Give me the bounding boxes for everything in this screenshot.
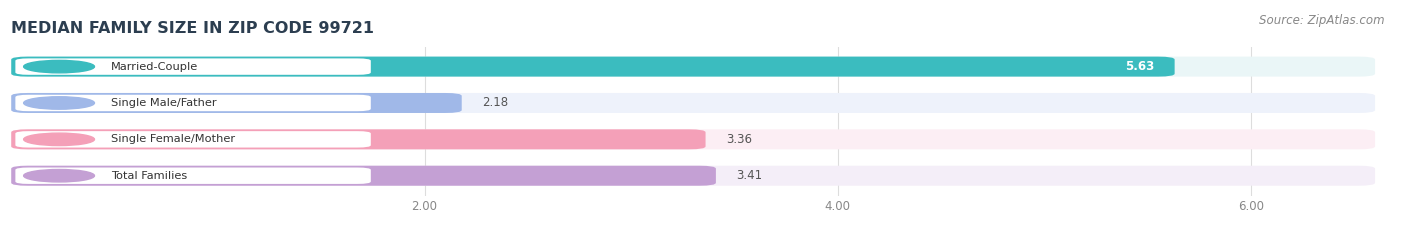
Circle shape (24, 60, 94, 73)
FancyBboxPatch shape (15, 58, 371, 75)
Circle shape (24, 133, 94, 146)
FancyBboxPatch shape (11, 57, 1174, 77)
FancyBboxPatch shape (15, 131, 371, 147)
Text: Single Male/Father: Single Male/Father (111, 98, 217, 108)
Text: Source: ZipAtlas.com: Source: ZipAtlas.com (1260, 14, 1385, 27)
Text: Total Families: Total Families (111, 171, 187, 181)
Text: 2.18: 2.18 (482, 96, 509, 110)
Text: 3.36: 3.36 (727, 133, 752, 146)
Text: 3.41: 3.41 (737, 169, 762, 182)
Circle shape (24, 169, 94, 182)
FancyBboxPatch shape (11, 166, 716, 186)
FancyBboxPatch shape (11, 129, 706, 149)
FancyBboxPatch shape (11, 166, 1375, 186)
FancyBboxPatch shape (15, 168, 371, 184)
Text: Married-Couple: Married-Couple (111, 62, 198, 72)
FancyBboxPatch shape (15, 95, 371, 111)
Text: Single Female/Mother: Single Female/Mother (111, 134, 235, 144)
FancyBboxPatch shape (11, 93, 1375, 113)
Circle shape (24, 97, 94, 109)
Text: MEDIAN FAMILY SIZE IN ZIP CODE 99721: MEDIAN FAMILY SIZE IN ZIP CODE 99721 (11, 21, 374, 36)
FancyBboxPatch shape (11, 57, 1375, 77)
FancyBboxPatch shape (11, 93, 461, 113)
Text: 5.63: 5.63 (1125, 60, 1154, 73)
FancyBboxPatch shape (11, 129, 1375, 149)
